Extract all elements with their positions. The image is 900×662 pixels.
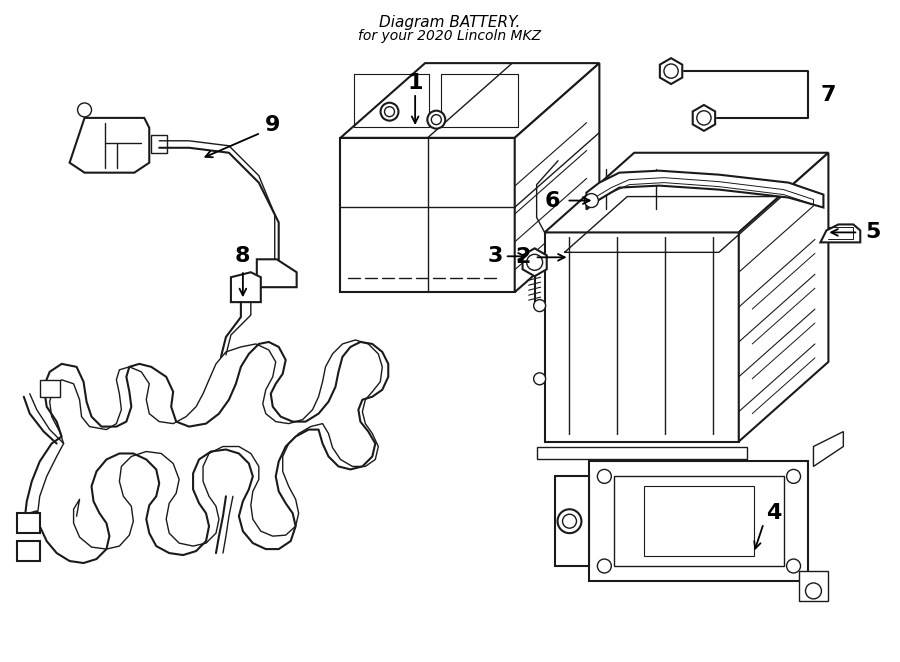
Circle shape	[806, 583, 822, 599]
Polygon shape	[814, 432, 843, 467]
Polygon shape	[536, 446, 747, 459]
Text: 7: 7	[821, 85, 836, 105]
Text: 9: 9	[266, 115, 281, 135]
Polygon shape	[17, 541, 40, 561]
Text: 1: 1	[408, 73, 423, 93]
Polygon shape	[340, 138, 515, 292]
Polygon shape	[256, 260, 297, 287]
Circle shape	[77, 103, 92, 117]
Circle shape	[534, 373, 545, 385]
Circle shape	[787, 559, 800, 573]
Polygon shape	[693, 105, 716, 131]
Circle shape	[697, 111, 711, 125]
Circle shape	[664, 64, 679, 78]
Polygon shape	[40, 380, 59, 397]
Text: 2: 2	[515, 248, 530, 267]
Circle shape	[526, 254, 543, 270]
Text: 8: 8	[235, 246, 250, 266]
Circle shape	[428, 111, 446, 128]
Polygon shape	[515, 63, 599, 292]
Text: 3: 3	[487, 246, 502, 266]
Text: Diagram BATTERY.: Diagram BATTERY.	[379, 15, 521, 30]
Circle shape	[534, 300, 545, 312]
Polygon shape	[739, 153, 828, 442]
Polygon shape	[523, 248, 546, 276]
Circle shape	[381, 103, 399, 120]
Polygon shape	[69, 118, 149, 173]
Text: for your 2020 Lincoln MKZ: for your 2020 Lincoln MKZ	[358, 29, 542, 43]
Polygon shape	[17, 513, 40, 533]
Circle shape	[598, 469, 611, 483]
Polygon shape	[544, 153, 828, 232]
Polygon shape	[151, 135, 167, 153]
Polygon shape	[821, 224, 860, 242]
Polygon shape	[590, 461, 808, 581]
Text: 6: 6	[544, 191, 561, 211]
Circle shape	[562, 514, 577, 528]
Circle shape	[584, 193, 598, 207]
Text: 5: 5	[866, 222, 881, 242]
Circle shape	[598, 559, 611, 573]
Polygon shape	[554, 477, 590, 566]
Polygon shape	[340, 63, 599, 138]
Polygon shape	[798, 571, 828, 601]
Polygon shape	[587, 171, 824, 209]
Text: 4: 4	[766, 503, 781, 523]
Polygon shape	[544, 232, 739, 442]
Polygon shape	[660, 58, 682, 84]
Circle shape	[384, 107, 394, 117]
Circle shape	[787, 469, 800, 483]
Circle shape	[431, 115, 441, 124]
Circle shape	[557, 509, 581, 533]
Polygon shape	[231, 272, 261, 302]
